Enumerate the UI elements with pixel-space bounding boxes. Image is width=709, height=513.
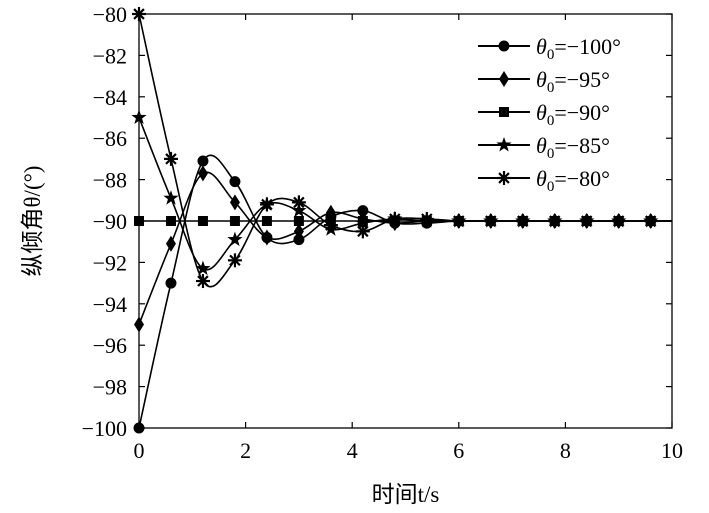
x-axis-label: 时间t/s [372, 482, 440, 507]
series-line-2 [138, 171, 672, 325]
y-axis-label: 纵倾角θ/(°) [20, 166, 45, 277]
x-tick-label: 4 [347, 438, 358, 463]
y-tick-label: −92 [93, 250, 127, 275]
legend-item: θ0=−100° [478, 34, 621, 63]
data-point-star [355, 215, 371, 230]
legend-label: θ0=−95° [536, 67, 610, 96]
data-point-square [293, 216, 304, 226]
legend-marker [498, 40, 510, 52]
data-point-circle [293, 234, 305, 246]
y-tick-label: −80 [93, 2, 127, 27]
legend: θ0=−100° θ0=−95° θ0=−90° θ0=−85° θ0=−80° [478, 34, 621, 195]
y-tick-label: −82 [93, 43, 127, 68]
y-tick-label: −98 [93, 375, 127, 400]
legend-item: θ0=−85° [478, 133, 610, 162]
data-point-asterisk [195, 274, 210, 289]
data-point-asterisk [291, 195, 306, 210]
data-point-circle [229, 176, 241, 188]
data-point-circle [357, 205, 369, 217]
legend-marker [496, 137, 512, 152]
legend-label: θ0=−80° [536, 166, 610, 195]
data-point-diamond [165, 235, 176, 252]
legend-label: θ0=−85° [536, 133, 610, 162]
data-point-asterisk [611, 214, 626, 228]
data-point-star [163, 190, 179, 205]
data-point-asterisk [451, 214, 466, 228]
data-point-asterisk [643, 214, 658, 228]
series-line-1 [138, 154, 672, 429]
x-tick-label: 6 [453, 438, 464, 463]
y-tick-label: −88 [93, 168, 127, 193]
x-tick-label: 0 [134, 438, 145, 463]
x-tick-label: 8 [560, 438, 571, 463]
data-point-square [197, 216, 208, 226]
data-point-asterisk [515, 214, 530, 228]
data-point-star [227, 231, 243, 247]
legend-item: θ0=−80° [478, 166, 610, 195]
y-tick-label: −86 [93, 126, 127, 151]
x-tick-label: 2 [240, 438, 251, 463]
data-point-asterisk [323, 218, 338, 233]
legend-marker [499, 107, 509, 117]
data-point-asterisk [163, 151, 178, 166]
legend-marker [499, 71, 509, 87]
data-point-diamond [197, 165, 208, 182]
data-point-square [165, 216, 176, 226]
axis-ticks: 0 2 4 6 8 10 −80 −82 −84 −86 −88 −90 −92 −94 −96 −98 −10… [82, 2, 683, 463]
data-point-diamond [229, 194, 240, 211]
data-point-diamond [261, 229, 272, 246]
y-tick-label: −100 [82, 416, 127, 441]
data-point-circle [165, 277, 177, 289]
data-point-circle [197, 155, 209, 167]
data-point-star [195, 260, 211, 276]
y-tick-label: −94 [93, 292, 127, 317]
data-point-asterisk [419, 211, 434, 226]
data-point-asterisk [355, 224, 370, 239]
data-point-asterisk [387, 211, 402, 226]
data-point-diamond [293, 223, 304, 240]
legend-item: θ0=−90° [478, 100, 610, 129]
data-point-square [229, 216, 240, 226]
data-point-asterisk [483, 214, 498, 228]
data-point-asterisk [259, 197, 274, 212]
legend-label: θ0=−100° [536, 34, 621, 63]
legend-item: θ0=−95° [478, 67, 610, 96]
x-tick-label: 10 [661, 438, 683, 463]
y-tick-label: −84 [93, 85, 127, 110]
data-point-star [291, 202, 307, 218]
data-point-asterisk [227, 253, 242, 268]
legend-marker [497, 171, 511, 185]
data-point-asterisk [579, 214, 594, 228]
y-tick-label: −90 [93, 209, 127, 234]
data-point-asterisk [547, 214, 562, 228]
legend-label: θ0=−90° [536, 100, 610, 129]
data-point-square [261, 216, 272, 226]
y-tick-label: −96 [93, 333, 127, 358]
